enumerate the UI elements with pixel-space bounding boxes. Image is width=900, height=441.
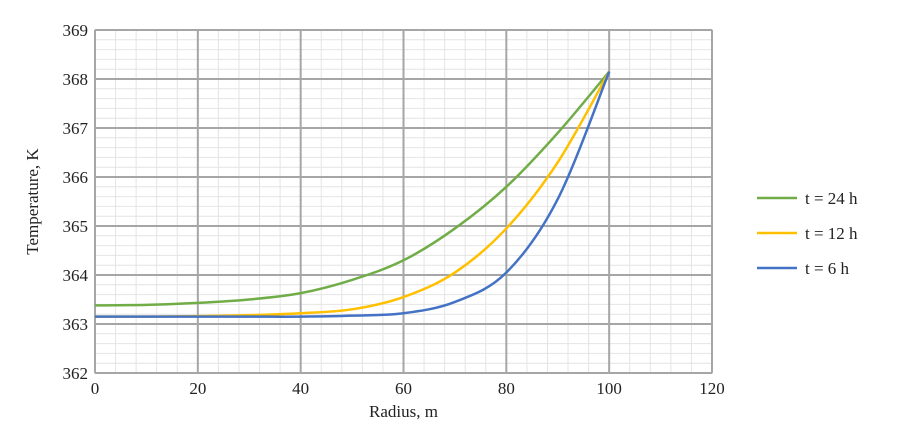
series-line-2 <box>95 71 611 318</box>
y-tick-label: 365 <box>63 217 89 236</box>
x-axis-ticks: 0 20 40 60 80 100 120 <box>91 379 725 398</box>
x-tick-label: 60 <box>395 379 412 398</box>
series-line-0 <box>94 70 611 307</box>
y-tick-label: 364 <box>63 266 89 285</box>
x-tick-label: 120 <box>699 379 725 398</box>
y-tick-label: 367 <box>63 119 89 138</box>
y-axis-ticks: 362 363 364 365 366 367 368 369 <box>63 21 89 383</box>
major-gridlines <box>94 29 713 374</box>
x-tick-label: 20 <box>189 379 206 398</box>
legend-label: t = 6 h <box>805 259 850 278</box>
x-tick-label: 0 <box>91 379 100 398</box>
y-tick-label: 368 <box>63 70 89 89</box>
x-tick-label: 80 <box>498 379 515 398</box>
y-tick-label: 362 <box>63 364 89 383</box>
x-tick-label: 40 <box>292 379 309 398</box>
x-tick-label: 100 <box>596 379 622 398</box>
legend: t = 24 h t = 12 h t = 6 h <box>757 189 858 278</box>
legend-label: t = 24 h <box>805 189 858 208</box>
x-axis-title: Radius, m <box>369 402 438 421</box>
y-axis-title: Temperature, K <box>23 148 42 255</box>
plot-area <box>94 29 713 374</box>
y-tick-label: 363 <box>63 315 89 334</box>
y-tick-label: 369 <box>63 21 89 40</box>
series-lines <box>94 70 611 318</box>
legend-label: t = 12 h <box>805 224 858 243</box>
y-tick-label: 366 <box>63 168 89 187</box>
